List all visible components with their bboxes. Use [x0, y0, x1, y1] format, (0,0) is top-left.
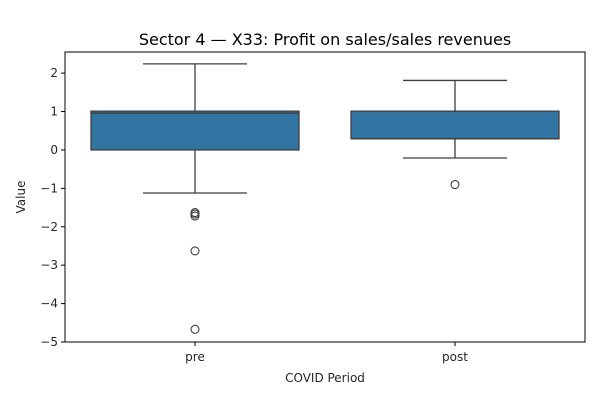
y-tick-label: 0: [50, 143, 58, 157]
y-tick-label: −1: [40, 181, 58, 195]
chart-title: Sector 4 — X33: Profit on sales/sales re…: [139, 30, 511, 49]
plot-area: [90, 63, 560, 334]
y-axis-label: Value: [14, 181, 28, 214]
y-tick-label: −3: [40, 258, 58, 272]
outlier-point: [450, 179, 460, 190]
box-group-post: [350, 79, 560, 190]
y-tick-label: −4: [40, 297, 58, 311]
outlier-point: [190, 324, 200, 334]
box-iqr: [350, 110, 560, 140]
plot-frame: [64, 51, 586, 343]
x-tick-label-post: post: [442, 350, 468, 364]
y-tick-label: 2: [50, 66, 58, 80]
axes: −5 −4 −3 −2 −1 0 1 2 pre post: [40, 51, 586, 364]
outlier-point: [190, 246, 200, 256]
box-group-pre: [90, 63, 300, 334]
x-tick-label-pre: pre: [185, 350, 205, 364]
y-tick-label: −2: [40, 220, 58, 234]
x-axis-label: COVID Period: [285, 371, 365, 385]
y-tick-label: 1: [50, 105, 58, 119]
y-tick-label: −5: [40, 335, 58, 349]
outlier-point: [190, 211, 200, 221]
box-iqr: [90, 110, 300, 151]
